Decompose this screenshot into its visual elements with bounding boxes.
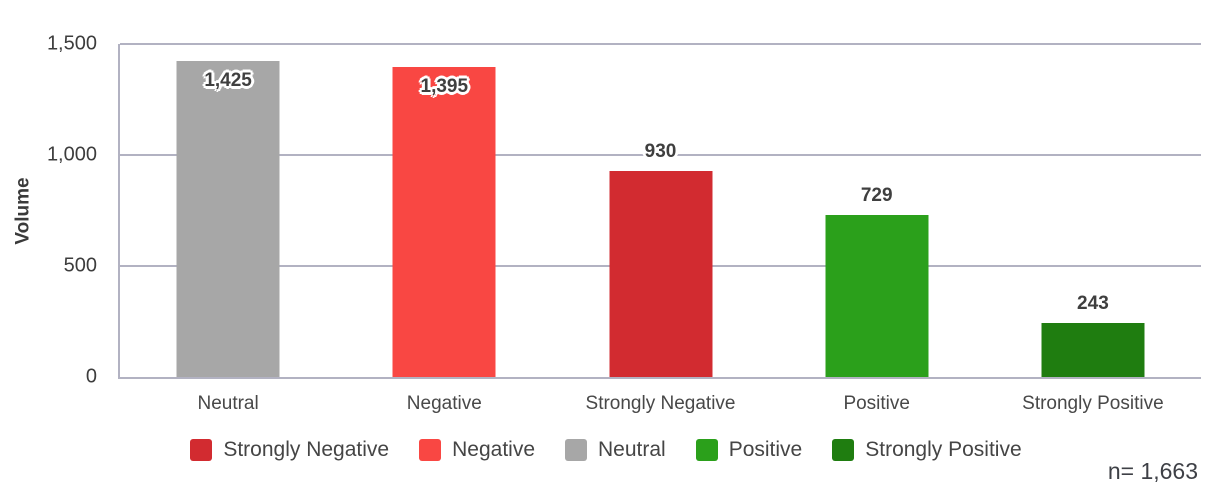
legend-item-strongly-positive[interactable]: Strongly Positive — [832, 438, 1022, 462]
legend: Strongly Negative Negative Neutral Positive… — [0, 438, 1212, 462]
x-label-neutral: Neutral — [197, 393, 259, 414]
x-label-strongly-negative: Strongly Negative — [585, 393, 736, 414]
y-tick-0: 0 — [85, 365, 97, 388]
legend-label-strongly-positive: Strongly Positive — [865, 438, 1022, 461]
legend-swatch-neutral — [565, 439, 587, 461]
value-label-neutral: 1,425 — [204, 69, 252, 91]
slot-strongly-positive: 243 Strongly Positive — [985, 44, 1201, 414]
value-label-strongly-negative: 930 — [644, 140, 677, 162]
gridline-1500 — [120, 43, 1201, 45]
bar-positive[interactable] — [825, 215, 929, 377]
legend-label-positive: Positive — [728, 438, 803, 461]
legend-label-neutral: Neutral — [598, 438, 666, 461]
legend-item-positive[interactable]: Positive — [695, 438, 803, 462]
sample-size-label: n= 1,663 — [1107, 458, 1198, 484]
gridline-1000 — [120, 154, 1201, 157]
x-label-strongly-positive: Strongly Positive — [1022, 393, 1164, 414]
bar-neutral[interactable] — [176, 60, 280, 377]
legend-swatch-negative — [419, 439, 442, 461]
slot-strongly-negative: 930 Strongly Negative — [552, 44, 768, 414]
legend-label-negative: Negative — [452, 438, 535, 461]
legend-item-negative[interactable]: Negative — [419, 438, 535, 462]
value-label-positive: 729 — [860, 185, 893, 207]
y-tick-1500: 1,500 — [46, 32, 97, 55]
slot-negative: 1,395 Negative — [336, 44, 552, 414]
value-label-strongly-positive: 243 — [1077, 293, 1109, 315]
y-tick-500: 500 — [63, 254, 97, 277]
slot-positive: 729 Positive — [769, 44, 985, 414]
plot-area: 1,425 Neutral 1,395 Negative 930 Strongly Neg… — [118, 43, 1201, 414]
bar-negative[interactable] — [392, 67, 496, 377]
x-label-positive: Positive — [843, 393, 910, 414]
legend-swatch-positive — [695, 439, 718, 461]
legend-label-strongly-negative: Strongly Negative — [223, 438, 390, 461]
value-label-negative: 1,395 — [420, 76, 469, 98]
x-label-negative: Negative — [406, 393, 482, 414]
legend-item-neutral[interactable]: Neutral — [565, 438, 666, 462]
y-axis-ticks: 0 500 1,000 1,500 — [0, 33, 97, 388]
bars-layer: 1,425 Neutral 1,395 Negative 930 Strongly Neg… — [120, 44, 1201, 414]
y-tick-1000: 1,000 — [46, 143, 97, 166]
legend-swatch-strongly-positive — [832, 439, 855, 461]
legend-swatch-strongly-negative — [190, 439, 213, 461]
bar-strongly-positive[interactable] — [1041, 323, 1145, 377]
bar-strongly-negative[interactable] — [609, 170, 712, 377]
slot-neutral: 1,425 Neutral — [120, 44, 336, 414]
legend-item-strongly-negative[interactable]: Strongly Negative — [190, 438, 389, 462]
